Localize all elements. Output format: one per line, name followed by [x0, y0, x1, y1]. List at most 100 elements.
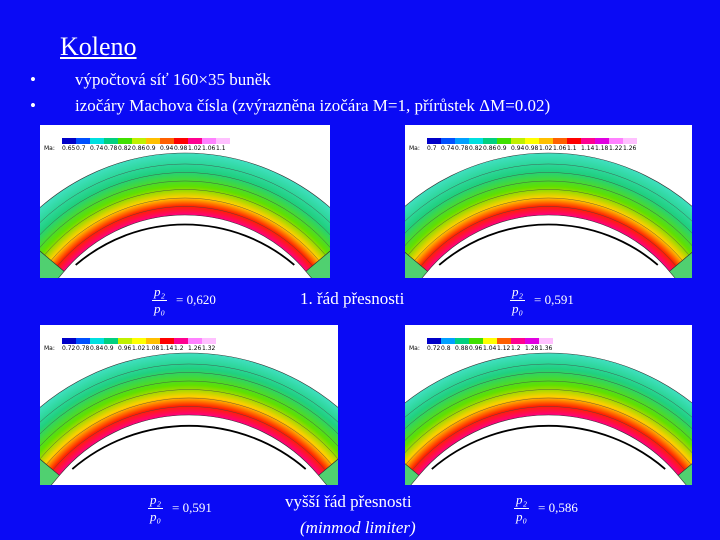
contour-line — [405, 363, 692, 418]
caption: vyšší řád přesnosti — [285, 492, 412, 511]
colorbar-tick: 0.94 — [160, 145, 174, 152]
colorbar-tick: 1.14 — [581, 145, 595, 152]
colorbar-cell — [132, 338, 146, 344]
colorbar-tick: 0.94 — [511, 145, 525, 152]
colorbar-cell — [216, 138, 230, 144]
bend-end — [677, 463, 692, 485]
bend-flow — [40, 152, 330, 272]
colorbar-tick: 0.9 — [104, 345, 114, 352]
colorbar-tick: 0.86 — [483, 145, 497, 152]
sonic-line — [71, 425, 307, 470]
contour-line — [40, 363, 338, 423]
sonic-line — [75, 223, 295, 266]
colorbar-cell — [174, 338, 188, 344]
contour-line — [412, 406, 685, 471]
ratio-numerator: p₂ — [510, 284, 526, 301]
contour-line — [405, 380, 692, 441]
contour-line — [57, 206, 313, 267]
contour-line — [40, 163, 330, 223]
contour-line — [405, 372, 692, 429]
colorbar-cell — [581, 138, 595, 144]
colorbar-cell — [483, 138, 497, 144]
colorbar-tick: 1.02 — [539, 145, 553, 152]
colorbar-tick: 0.74 — [90, 145, 104, 152]
ratio-numerator: p₂ — [152, 284, 168, 301]
colorbar-tick: 0.74 — [441, 145, 455, 152]
colorbar-tick: 0.78 — [455, 145, 469, 152]
colorbar-tick: 0.86 — [132, 145, 146, 152]
contour-line — [420, 206, 677, 267]
ratio-numerator: p₂ — [148, 492, 164, 509]
caption: 1. řád přesnosti — [300, 289, 405, 308]
colorbar-cell — [104, 338, 118, 344]
contour-line — [46, 397, 332, 465]
contour-line — [414, 197, 683, 261]
contour-line — [50, 197, 320, 261]
bend-end — [405, 252, 428, 278]
colorbar-tick: 0.7 — [76, 145, 86, 152]
ratio-denominator: p₀ — [516, 509, 528, 524]
colorbar-cell — [469, 138, 483, 144]
bullet-text: výpočtová síť 160×35 buněk — [75, 70, 271, 89]
colorbar-cell — [483, 338, 497, 344]
contour-line — [405, 180, 692, 246]
cfd-panel: Ma: 0.72 0.78 0.84 0.9 0.96 1.02 1.08 1.14 1.2 1.2… — [40, 325, 338, 485]
colorbar-tick: 0.96 — [118, 345, 132, 352]
colorbar-label: Ma: — [44, 145, 55, 152]
ratio-denominator: p₀ — [150, 509, 162, 524]
bend-end — [305, 250, 330, 278]
colorbar-tick: 1.14 — [160, 345, 174, 352]
colorbar-tick: 0.78 — [104, 145, 118, 152]
colorbar-tick: 1.02 — [188, 145, 202, 152]
colorbar-cell — [427, 338, 441, 344]
cfd-panel: Ma: 0.7 0.74 0.78 0.82 0.86 0.9 0.94 0.98 1.02 1.0… — [405, 125, 692, 278]
bend — [40, 352, 338, 485]
colorbar-tick: 1.36 — [539, 345, 553, 352]
colorbar-tick: 1.12 — [497, 345, 511, 352]
bend — [405, 152, 692, 278]
colorbar-cell — [469, 338, 483, 344]
colorbar-tick: 0.78 — [76, 345, 90, 352]
colorbar-cell — [146, 338, 160, 344]
colorbar-cell — [511, 338, 525, 344]
colorbar-tick: 1.1 — [216, 145, 226, 152]
contour-line — [407, 189, 690, 256]
colorbar-cell — [188, 338, 202, 344]
colorbar-cell — [539, 338, 553, 344]
bend-flow — [405, 152, 692, 272]
sonic-line — [438, 223, 659, 266]
cfd-panel: Ma: 0.65 0.7 0.74 0.78 0.82 0.86 0.9 0.94 0.98 1.0… — [40, 125, 330, 278]
ratio-value: = 0,591 — [534, 292, 574, 307]
colorbar-cell — [90, 138, 104, 144]
contour-line — [40, 389, 338, 460]
colorbar-tick: 1.2 — [511, 345, 521, 352]
colorbar-cell — [455, 138, 469, 144]
ratio-numerator: p₂ — [514, 492, 530, 509]
colorbar-tick: 1.04 — [483, 345, 497, 352]
bend-end — [40, 458, 60, 485]
colorbar-cell — [567, 138, 581, 144]
contour-line — [405, 163, 692, 222]
bend-end — [318, 458, 338, 485]
colorbar-tick: 1.06 — [202, 145, 216, 152]
colorbar-cell — [441, 338, 455, 344]
colorbar-cell — [497, 338, 511, 344]
colorbar-cell — [160, 338, 174, 344]
colorbar-tick: 1.02 — [132, 345, 146, 352]
colorbar-label: Ma: — [409, 345, 420, 352]
ratio-denominator: p₀ — [154, 301, 166, 316]
contour-line — [52, 406, 326, 471]
colorbar-tick: 0.84 — [90, 345, 104, 352]
colorbar-tick: 1.32 — [202, 345, 216, 352]
colorbar-cell — [539, 138, 553, 144]
colorbar-tick: 0.7 — [427, 145, 437, 152]
colorbar-cell — [595, 138, 609, 144]
colorbar-cell — [441, 138, 455, 144]
colorbar-cell — [104, 138, 118, 144]
colorbar-tick: 0.98 — [525, 145, 539, 152]
colorbar-cell — [174, 138, 188, 144]
colorbar-tick: 1.08 — [146, 345, 160, 352]
bullet-text: izočáry Machova čísla (zvýrazněna izočár… — [75, 96, 551, 115]
bend-end — [669, 252, 692, 278]
contour-line — [44, 189, 326, 256]
